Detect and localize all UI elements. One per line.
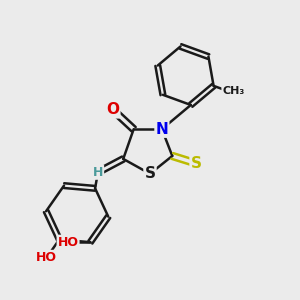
Text: H: H <box>93 166 103 179</box>
Text: HO: HO <box>35 251 56 264</box>
Text: HO: HO <box>58 236 79 249</box>
Text: O: O <box>106 102 119 117</box>
Text: N: N <box>155 122 168 137</box>
Text: S: S <box>190 156 202 171</box>
Text: S: S <box>145 166 155 181</box>
Text: CH₃: CH₃ <box>222 86 244 97</box>
